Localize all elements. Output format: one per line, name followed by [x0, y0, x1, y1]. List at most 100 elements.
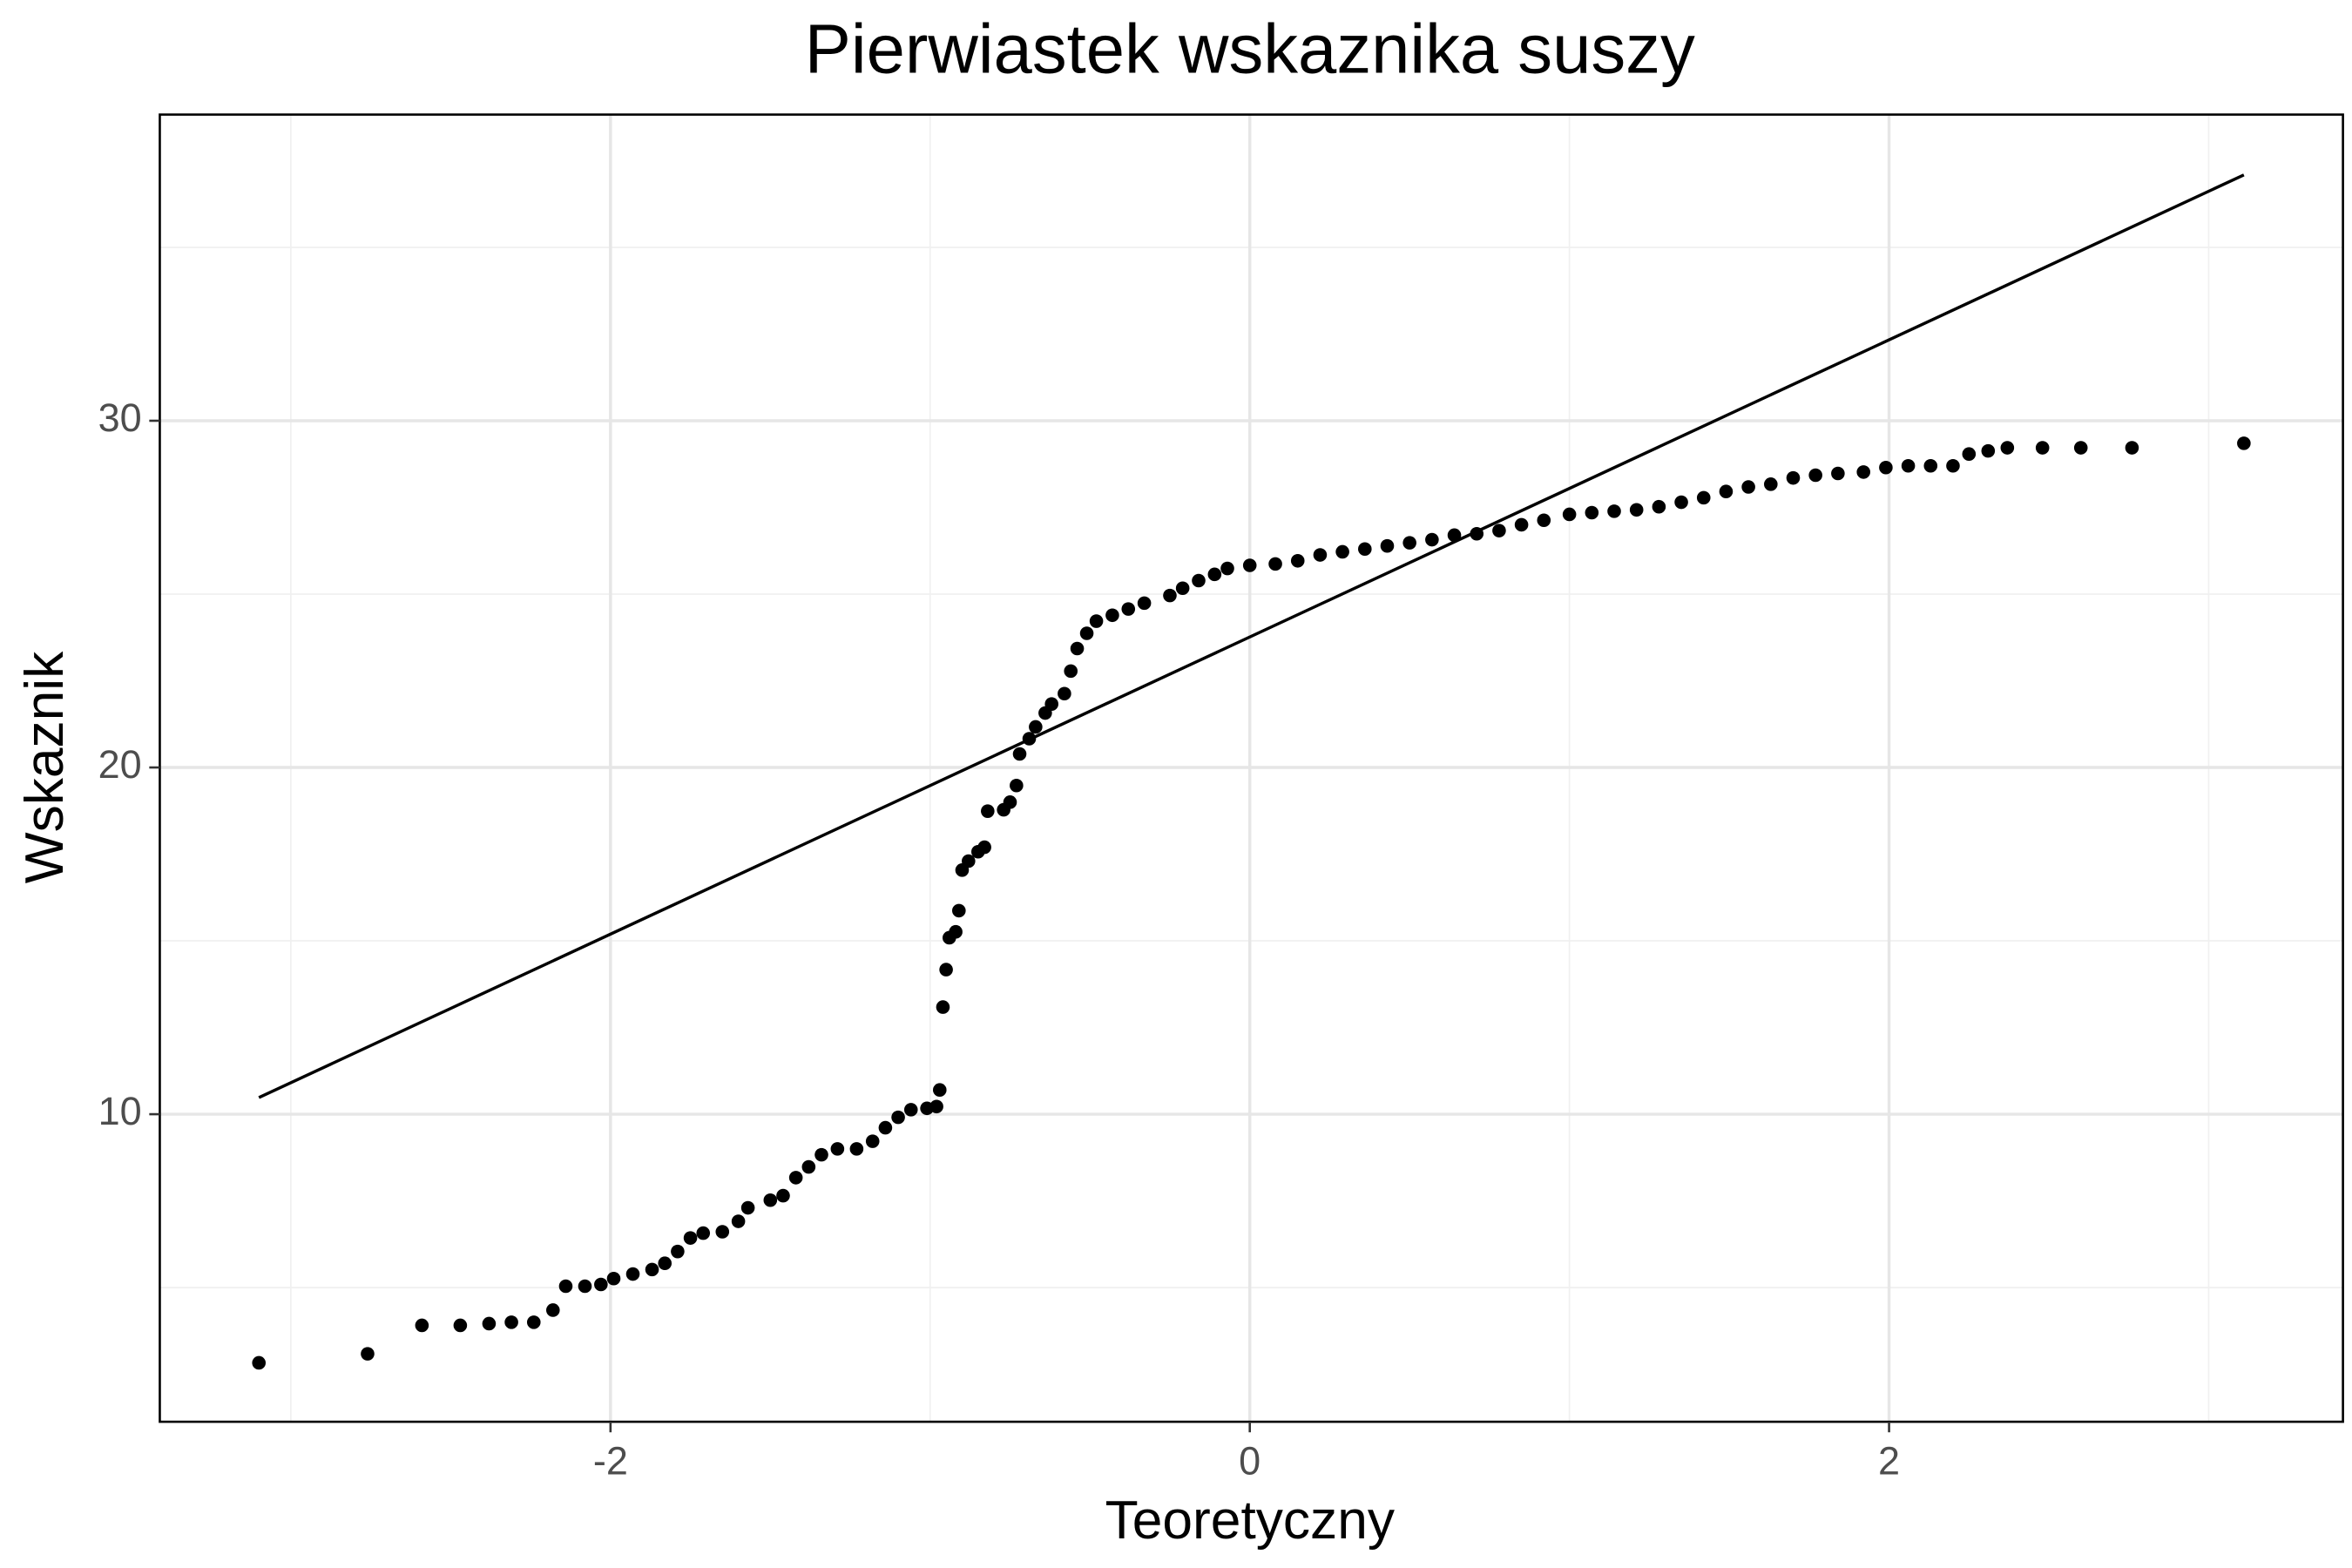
point	[1313, 548, 1328, 562]
point	[936, 1000, 950, 1014]
point	[1425, 532, 1439, 547]
point	[878, 1120, 893, 1135]
point	[1105, 608, 1119, 623]
point	[952, 903, 966, 918]
reference-line	[258, 173, 2245, 1099]
point	[1696, 490, 1711, 505]
point	[801, 1159, 816, 1174]
point	[645, 1262, 659, 1277]
point	[252, 1355, 266, 1370]
point	[482, 1316, 497, 1331]
point	[1079, 626, 1094, 640]
point	[671, 1244, 685, 1259]
point	[1137, 596, 1152, 611]
point	[763, 1193, 778, 1207]
point	[1192, 573, 1206, 588]
point	[658, 1256, 672, 1271]
point	[830, 1142, 845, 1156]
point	[453, 1318, 468, 1333]
point	[939, 963, 953, 977]
point	[1089, 614, 1104, 628]
point	[1175, 581, 1190, 596]
y-tick-label: 20	[98, 742, 142, 787]
point	[1335, 544, 1349, 559]
point	[1674, 495, 1688, 510]
point	[2000, 441, 2015, 455]
point	[2237, 436, 2251, 450]
point	[1268, 557, 1282, 571]
point	[683, 1231, 698, 1245]
point	[740, 1200, 755, 1215]
point	[1981, 443, 1996, 458]
point	[1514, 517, 1529, 532]
point	[1022, 732, 1037, 746]
point	[1207, 567, 1222, 582]
chart-title: Pierwiastek wskaznika suszy	[805, 10, 1695, 87]
point	[1492, 524, 1506, 537]
point	[1064, 664, 1078, 679]
point	[2035, 441, 2050, 455]
point	[731, 1214, 746, 1228]
point	[594, 1277, 608, 1292]
point	[625, 1267, 640, 1281]
point	[1808, 468, 1822, 483]
point	[2073, 441, 2088, 455]
point	[788, 1171, 803, 1185]
point	[715, 1225, 730, 1239]
grid	[159, 114, 2343, 1423]
point	[865, 1134, 880, 1148]
point	[1012, 747, 1027, 761]
point	[1121, 602, 1136, 616]
point	[1856, 465, 1871, 479]
point	[1003, 795, 1017, 809]
point	[1629, 503, 1644, 517]
point	[962, 854, 976, 868]
point	[415, 1318, 429, 1333]
point	[932, 1083, 947, 1097]
plot-marks	[252, 173, 2251, 1370]
point	[1380, 538, 1395, 553]
point	[1290, 554, 1305, 568]
point	[1537, 513, 1551, 528]
point	[903, 1103, 918, 1117]
point	[776, 1188, 790, 1203]
point	[2125, 441, 2139, 455]
point	[849, 1142, 864, 1156]
point	[1764, 477, 1778, 491]
point	[1220, 561, 1234, 576]
point	[1786, 470, 1801, 485]
point	[1242, 558, 1257, 572]
point	[1470, 526, 1484, 541]
point	[696, 1226, 711, 1240]
point	[1029, 720, 1043, 734]
point	[1923, 458, 1938, 473]
y-tick-label: 30	[98, 395, 142, 440]
point	[546, 1303, 560, 1317]
point	[891, 1110, 905, 1125]
point	[1402, 536, 1416, 550]
point	[1741, 480, 1755, 494]
point	[1901, 458, 1916, 473]
point	[1070, 641, 1085, 656]
point	[1058, 686, 1071, 701]
point	[361, 1347, 375, 1361]
point	[558, 1279, 573, 1294]
point	[504, 1315, 518, 1329]
point	[1962, 447, 1977, 461]
point	[814, 1147, 828, 1162]
point	[981, 804, 995, 818]
x-axis-label: Teoretyczny	[1105, 1490, 1396, 1551]
point	[1719, 484, 1734, 498]
point	[526, 1315, 541, 1329]
x-tick-label: 0	[1239, 1438, 1260, 1483]
y-tick-label: 10	[98, 1089, 142, 1133]
point	[929, 1099, 943, 1114]
x-tick-label: -2	[593, 1438, 628, 1483]
point	[1831, 466, 1845, 481]
point	[1447, 528, 1462, 543]
point	[949, 924, 963, 939]
point	[1946, 458, 1960, 473]
point	[1585, 505, 1599, 520]
